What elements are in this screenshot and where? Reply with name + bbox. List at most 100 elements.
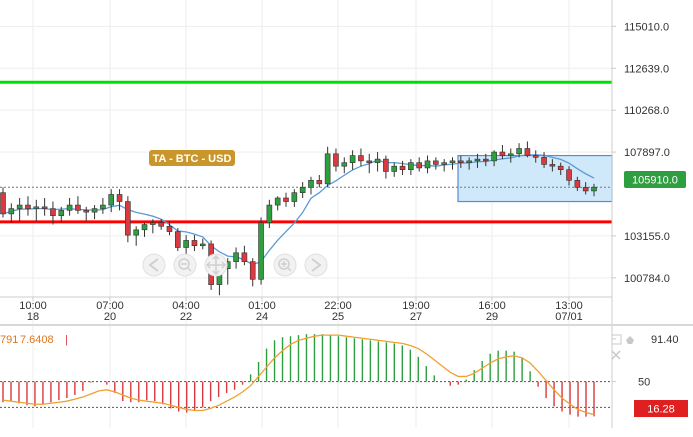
candle-body	[499, 151, 506, 156]
candle	[175, 228, 181, 252]
candle-body	[158, 222, 164, 227]
candle	[441, 159, 447, 172]
candle	[125, 196, 131, 243]
candle-body	[374, 158, 381, 163]
candle	[291, 189, 298, 207]
candle-body	[75, 204, 81, 211]
candle-body	[466, 160, 472, 163]
osc-header-value-1: 791	[0, 334, 18, 346]
candle	[191, 235, 198, 252]
candle	[383, 155, 389, 179]
forward-icon[interactable]	[304, 253, 328, 277]
candle-body	[249, 261, 256, 280]
candle-body	[516, 148, 522, 155]
y-tick-label: 110268.0	[624, 105, 669, 117]
candle-body	[83, 210, 90, 213]
candle	[150, 219, 156, 234]
candle-body	[266, 204, 273, 224]
candle	[358, 148, 364, 167]
candle-body	[383, 158, 389, 172]
osc-current-value: 16.28	[647, 404, 675, 416]
candle	[499, 144, 506, 160]
chart-nav-controls[interactable]	[142, 253, 328, 277]
candle-body	[424, 160, 431, 169]
candle-body	[441, 162, 447, 165]
candle-body	[241, 252, 248, 262]
candle-body	[566, 169, 572, 181]
candle-body	[399, 165, 406, 171]
candle	[199, 238, 206, 250]
candle	[158, 219, 164, 230]
candle	[66, 198, 73, 216]
candle-body	[191, 240, 198, 247]
back-icon[interactable]	[142, 253, 166, 277]
candle-body	[491, 151, 497, 162]
zoom-out-icon[interactable]	[173, 253, 197, 277]
panel-close-icon[interactable]	[611, 350, 621, 360]
candle	[416, 157, 422, 172]
candle-body	[125, 201, 131, 236]
oscillator-panel: 91.40 50	[0, 334, 679, 417]
candle	[424, 155, 431, 174]
candle-body	[66, 204, 73, 211]
candle	[249, 258, 256, 287]
candle-body	[16, 204, 23, 209]
candle	[58, 206, 65, 223]
candle	[366, 153, 373, 174]
y-tick-label: 107897.0	[624, 147, 670, 159]
x-tick-date: 29	[486, 311, 498, 323]
candle-body	[507, 153, 514, 156]
candle	[183, 235, 189, 255]
candle	[541, 152, 547, 168]
candle	[524, 141, 531, 158]
candle-body	[341, 162, 348, 167]
candle	[566, 166, 572, 186]
candle-body	[108, 194, 115, 206]
candle	[274, 196, 281, 211]
candle	[299, 182, 306, 198]
x-tick-date: 22	[180, 311, 192, 323]
x-tick-time: 01:00	[248, 300, 276, 312]
candle-body	[524, 148, 531, 156]
candle	[591, 183, 597, 197]
candle	[516, 143, 522, 158]
move-icon[interactable]	[204, 253, 228, 277]
x-tick-date: 18	[27, 311, 39, 323]
candle	[266, 199, 273, 229]
candle-body	[324, 153, 331, 185]
candle	[33, 199, 40, 221]
candle	[166, 220, 173, 236]
osc-tick-label: 91.40	[651, 334, 679, 346]
candle	[507, 148, 514, 163]
candle	[582, 182, 589, 195]
osc-header-value-2: 7.6408	[20, 334, 54, 346]
candle-body	[349, 155, 356, 163]
candle	[482, 153, 489, 167]
candle	[433, 157, 439, 170]
x-tick-time: 07:00	[96, 300, 124, 312]
candle	[391, 162, 398, 177]
zoom-in-icon[interactable]	[273, 253, 297, 277]
candle-body	[433, 160, 439, 165]
candle-body	[133, 229, 139, 236]
x-tick-date: 25	[332, 311, 344, 323]
panel-settings-icon[interactable]	[626, 336, 634, 344]
candle-body	[474, 158, 481, 162]
y-tick-label: 115010.0	[624, 21, 669, 33]
y-tick-label: 103155.0	[624, 231, 670, 243]
candle-body	[141, 224, 148, 231]
candle	[16, 198, 23, 221]
candle	[316, 175, 323, 188]
candle	[83, 206, 90, 221]
panel-maximize-icon[interactable]	[611, 334, 622, 345]
candle-body	[358, 155, 364, 162]
candle-body	[549, 164, 556, 167]
osc-value-badge: 16.28	[634, 400, 688, 417]
ta-badge: TA - BTC - USD	[149, 150, 235, 166]
x-tick-date: 27	[410, 311, 422, 323]
candle	[0, 187, 6, 218]
panel-controls[interactable]	[611, 334, 634, 360]
candle	[108, 189, 115, 213]
